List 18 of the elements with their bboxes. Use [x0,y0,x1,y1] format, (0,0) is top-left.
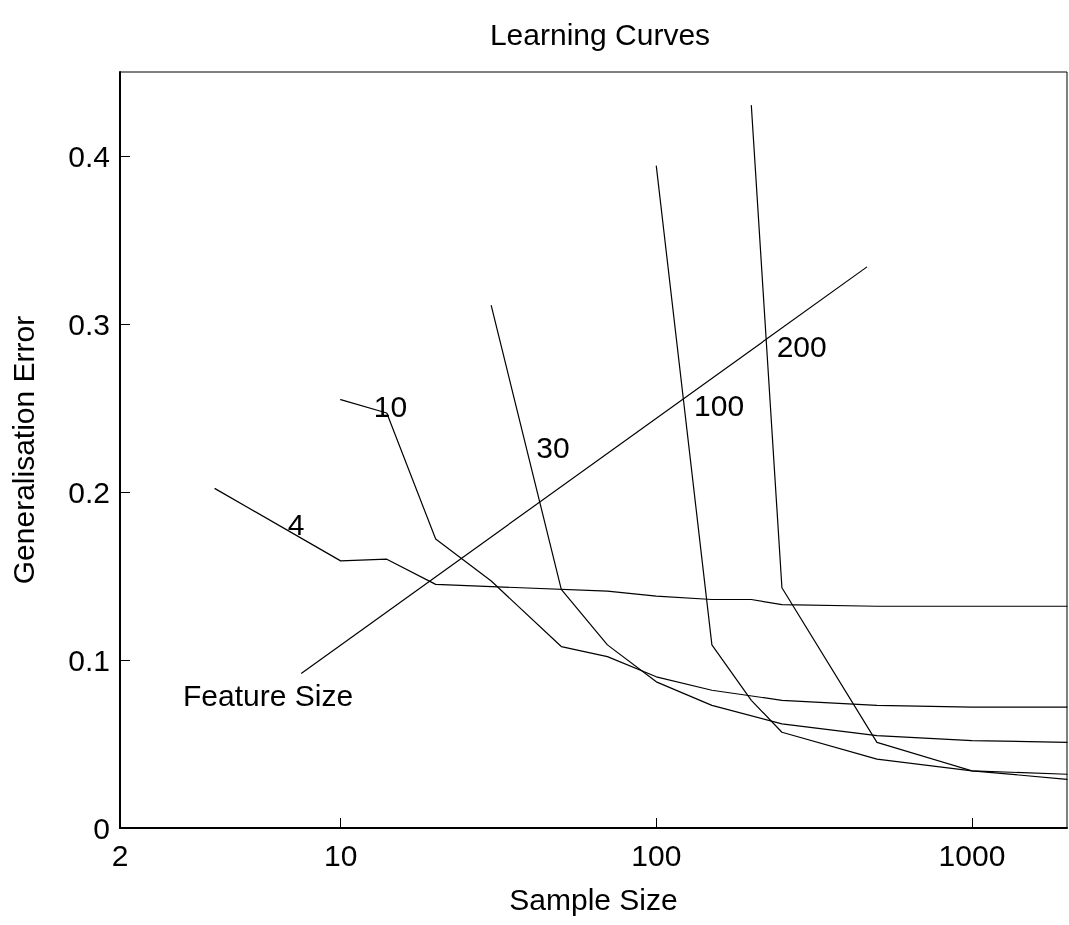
y-tick-label: 0.2 [68,475,110,509]
x-tick-label: 10 [323,838,358,872]
x-axis-title: Sample Size [509,882,678,916]
x-tick-label: 2 [111,838,129,872]
series-label: 30 [536,430,570,464]
y-axis-title: Generalisation Error [6,315,40,585]
annotation: Feature Size [183,678,354,712]
series-label: 100 [694,388,745,422]
x-tick-label: 1000 [938,838,1006,872]
y-tick-label: 0 [93,811,110,845]
series-label: 10 [373,389,408,423]
y-tick-label: 0.4 [68,139,110,173]
y-tick-label: 0.3 [68,307,110,341]
x-tick-label: 100 [631,838,682,872]
series-label: 200 [776,330,827,364]
series-label: 4 [287,508,305,542]
y-tick-label: 0.1 [68,643,110,677]
chart-title: Learning Curves [489,17,711,51]
